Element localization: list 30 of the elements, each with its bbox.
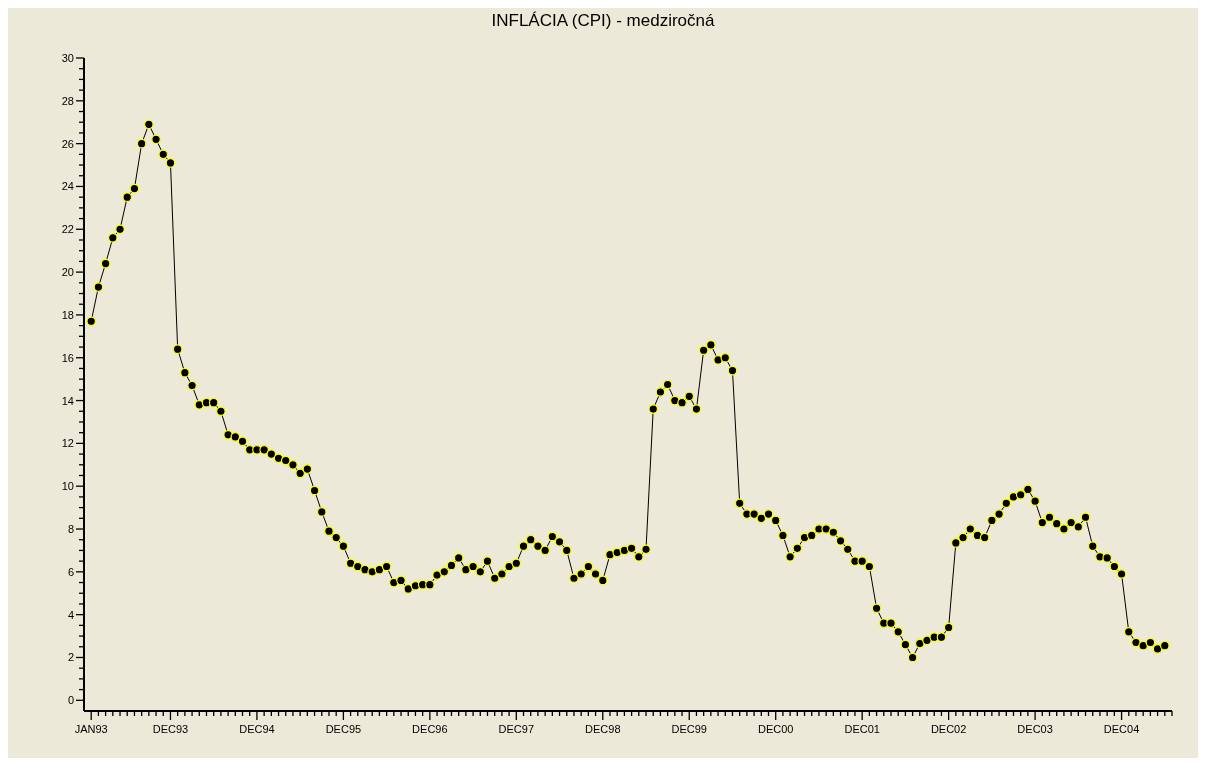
y-tick-label: 10 — [61, 480, 74, 493]
x-tick-label: DEC94 — [239, 723, 275, 735]
y-tick-label: 0 — [67, 694, 74, 707]
x-tick-label: DEC95 — [325, 723, 362, 735]
x-tick-label: DEC97 — [498, 723, 535, 735]
x-tick-label: DEC02 — [930, 723, 967, 735]
y-tick-label: 16 — [61, 351, 74, 364]
x-tick-label: DEC00 — [757, 723, 794, 735]
x-tick-label: DEC03 — [1017, 723, 1053, 735]
x-tick-label: DEC01 — [844, 723, 880, 735]
x-tick-label: DEC96 — [412, 723, 448, 735]
x-tick-label: JAN93 — [74, 723, 108, 735]
y-tick-label: 22 — [61, 223, 74, 236]
chart-title: INFLÁCIA (CPI) - medziročná — [490, 10, 716, 32]
x-tick-label: DEC98 — [585, 723, 621, 735]
y-tick-label: 6 — [67, 565, 74, 578]
y-tick-label: 24 — [61, 180, 74, 193]
y-tick-label: 26 — [61, 137, 74, 150]
y-tick-label: 14 — [61, 394, 74, 407]
y-tick-label: 2 — [67, 651, 74, 664]
y-tick-label: 20 — [61, 266, 74, 279]
x-tick-label: DEC93 — [152, 723, 189, 735]
y-tick-label: 30 — [61, 52, 74, 64]
y-tick-label: 8 — [67, 523, 74, 536]
y-tick-label: 18 — [61, 308, 74, 321]
x-tick-label: DEC99 — [671, 723, 707, 735]
y-tick-label: 28 — [61, 94, 74, 107]
y-tick-label: 12 — [61, 437, 74, 450]
x-tick-label: DEC04 — [1103, 723, 1140, 735]
y-tick-label: 4 — [67, 608, 74, 621]
